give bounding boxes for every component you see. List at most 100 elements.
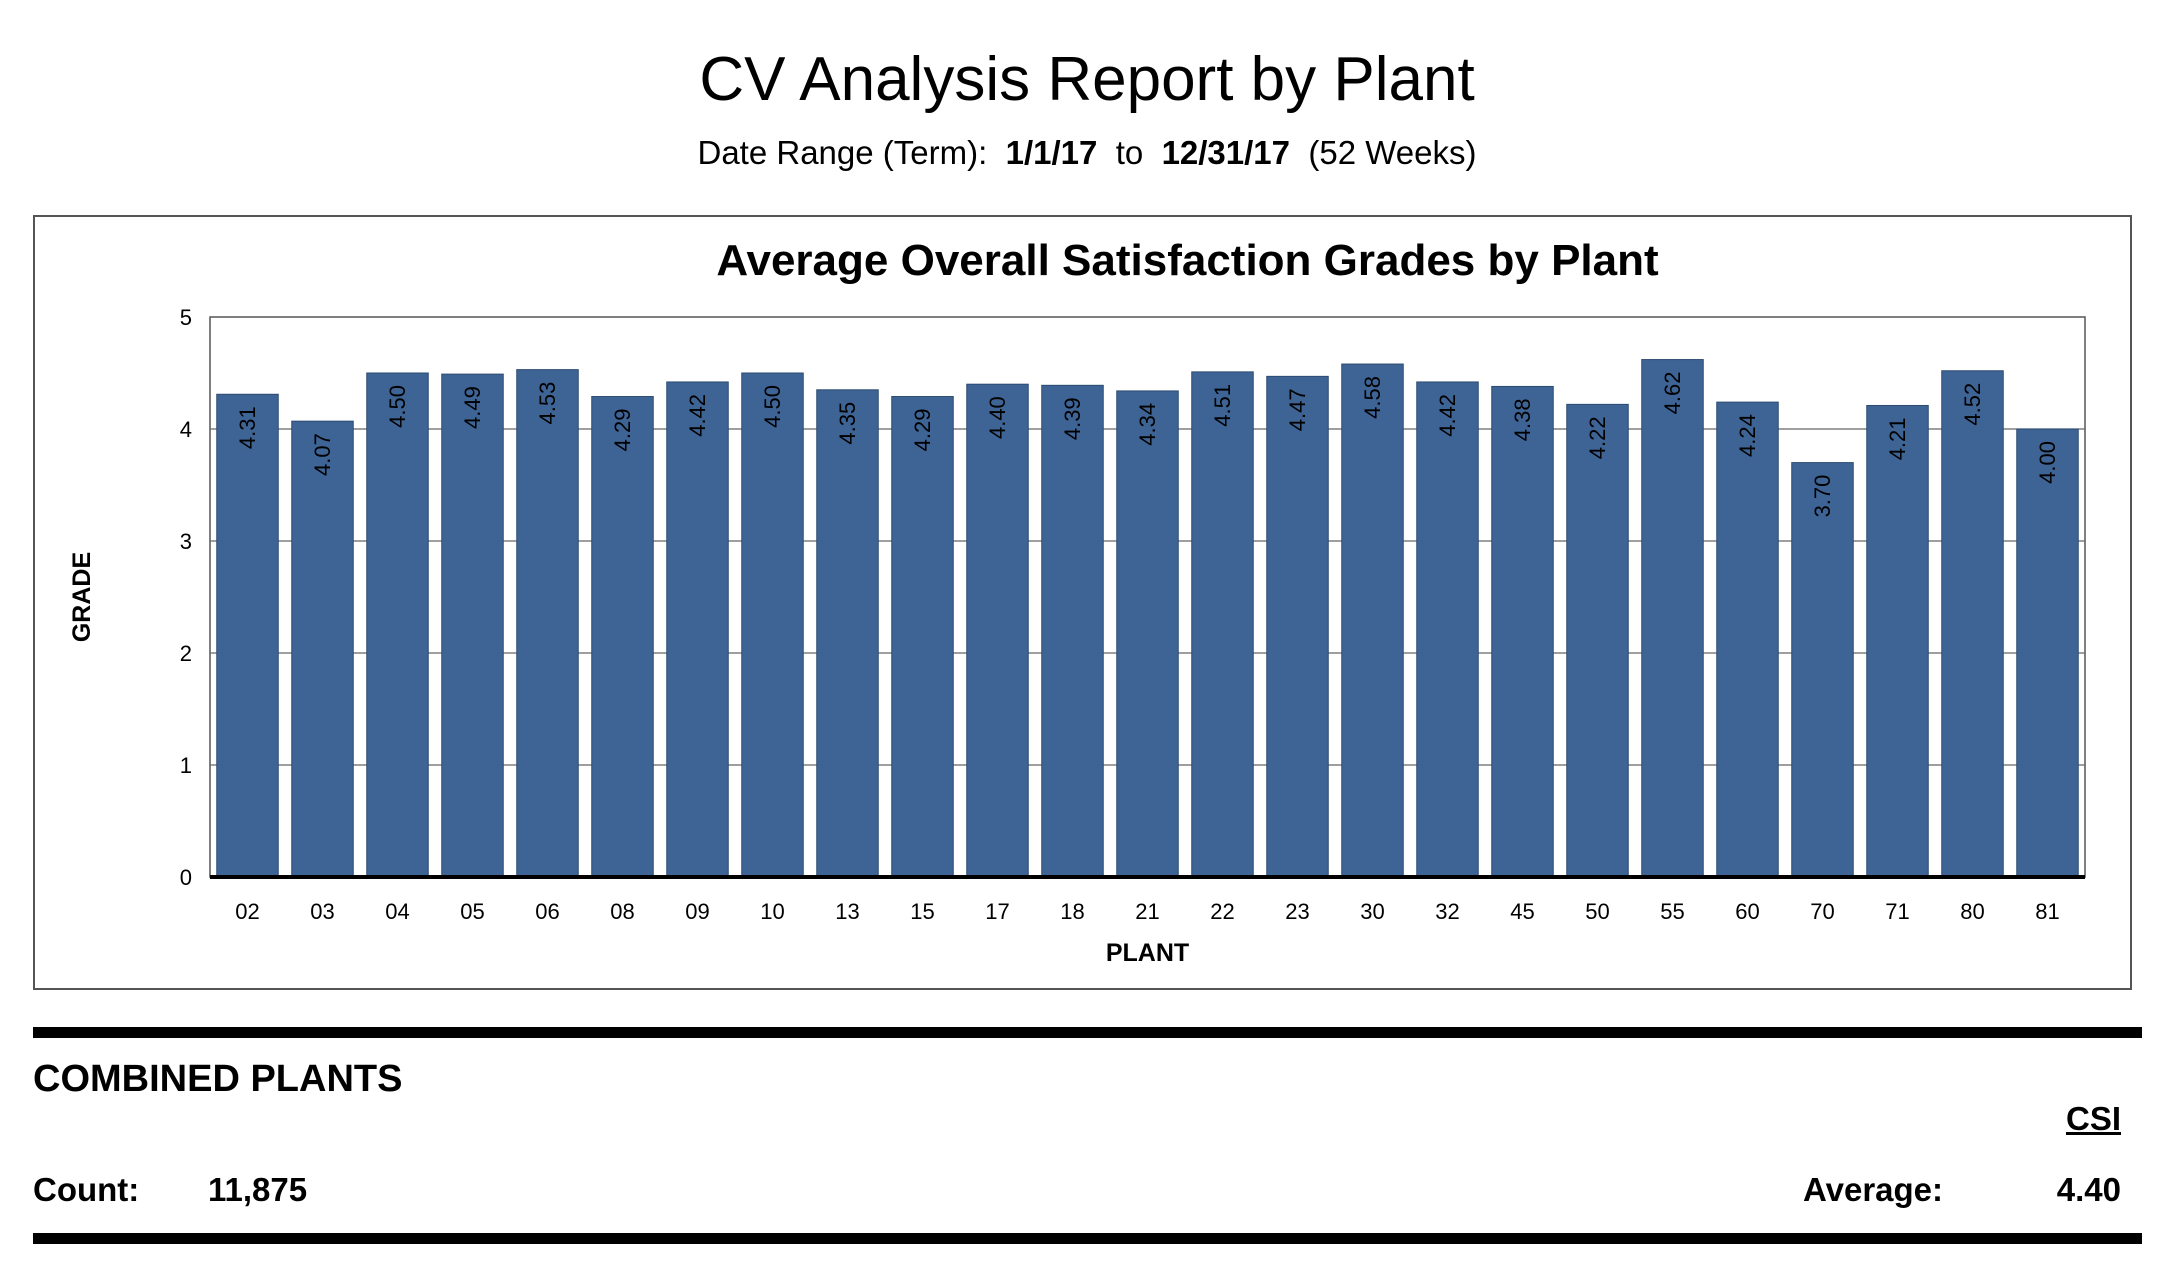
- bar-chart: Average Overall Satisfaction Grades by P…: [68, 236, 2086, 967]
- x-tick-label: 71: [1885, 899, 1909, 924]
- chart-title: Average Overall Satisfaction Grades by P…: [716, 236, 1659, 285]
- data-label: 4.29: [910, 409, 935, 452]
- bar: [1641, 359, 1704, 878]
- bar: [2016, 428, 2079, 878]
- bar: [291, 420, 354, 878]
- data-label: 4.50: [760, 385, 785, 428]
- weeks-label: (52 Weeks): [1308, 134, 1477, 171]
- x-tick-label: 08: [610, 899, 634, 924]
- data-label: 4.29: [610, 409, 635, 452]
- x-tick-label: 06: [535, 899, 559, 924]
- count-value: 11,875: [208, 1171, 308, 1208]
- x-tick-label: 50: [1585, 899, 1609, 924]
- data-label: 4.53: [535, 382, 560, 425]
- bar: [516, 369, 579, 878]
- x-tick-label: 05: [460, 899, 484, 924]
- y-tick-label: 0: [180, 865, 192, 890]
- data-label: 4.40: [985, 396, 1010, 439]
- data-label: 4.39: [1060, 397, 1085, 440]
- bar: [741, 372, 804, 878]
- data-label: 4.51: [1210, 384, 1235, 427]
- x-tick-label: 13: [835, 899, 859, 924]
- x-axis-title: PLANT: [1106, 939, 1189, 967]
- x-tick-label: 15: [910, 899, 934, 924]
- x-tick-label: 03: [310, 899, 334, 924]
- data-label: 4.49: [460, 386, 485, 429]
- bar: [816, 389, 879, 878]
- data-label: 4.47: [1285, 388, 1310, 431]
- x-tick-label: 32: [1435, 899, 1459, 924]
- bar: [1791, 462, 1854, 878]
- x-tick-label: 70: [1810, 899, 1834, 924]
- data-label: 3.70: [1810, 475, 1835, 518]
- bar: [216, 393, 279, 878]
- data-label: 4.31: [235, 406, 260, 449]
- data-label: 4.62: [1660, 372, 1685, 415]
- x-tick-label: 30: [1360, 899, 1384, 924]
- bar: [666, 381, 729, 878]
- bar: [891, 396, 954, 878]
- y-tick-label: 3: [180, 529, 192, 554]
- x-tick-label: 17: [985, 899, 1009, 924]
- bar: [1341, 363, 1404, 878]
- average-value: 4.40: [2056, 1171, 2121, 1208]
- summary-title: COMBINED PLANTS: [33, 1058, 403, 1100]
- bar: [1266, 375, 1329, 878]
- x-tick-label: 04: [385, 899, 409, 924]
- x-tick-label: 81: [2035, 899, 2059, 924]
- x-tick-label: 09: [685, 899, 709, 924]
- chart-frame: Average Overall Satisfaction Grades by P…: [33, 215, 2132, 990]
- data-label: 4.22: [1585, 416, 1610, 459]
- x-tick-label: 02: [235, 899, 259, 924]
- x-tick-label: 45: [1510, 899, 1534, 924]
- bar: [1416, 381, 1479, 878]
- x-tick-label: 60: [1735, 899, 1759, 924]
- to-label: to: [1115, 134, 1144, 171]
- bar: [591, 396, 654, 878]
- bar: [1041, 384, 1104, 878]
- bar: [1866, 404, 1929, 878]
- bar: [1716, 401, 1779, 878]
- date-range-label: Date Range (Term):: [697, 134, 988, 171]
- data-label: 4.50: [385, 385, 410, 428]
- data-label: 4.07: [310, 433, 335, 476]
- y-tick-label: 2: [180, 641, 192, 666]
- bar: [1491, 385, 1554, 878]
- data-label: 4.38: [1510, 398, 1535, 441]
- data-label: 4.42: [1435, 394, 1460, 437]
- data-label: 4.00: [2035, 441, 2060, 484]
- data-label: 4.35: [835, 402, 860, 445]
- data-label: 4.34: [1135, 403, 1160, 446]
- x-tick-label: 10: [760, 899, 784, 924]
- bar: [366, 372, 429, 878]
- bar: [966, 383, 1029, 878]
- bar: [1116, 390, 1179, 878]
- start-date: 1/1/17: [1005, 134, 1098, 171]
- date-range: Date Range (Term): 1/1/17 to 12/31/17 (5…: [0, 134, 2174, 172]
- y-axis-title: GRADE: [68, 552, 96, 642]
- summary-top-rule: [33, 1027, 2142, 1038]
- data-label: 4.42: [685, 394, 710, 437]
- summary-bottom-rule: [33, 1233, 2142, 1244]
- data-label: 4.24: [1735, 414, 1760, 457]
- x-tick-label: 23: [1285, 899, 1309, 924]
- x-tick-label: 21: [1135, 899, 1159, 924]
- bar: [1191, 371, 1254, 878]
- x-tick-label: 55: [1660, 899, 1684, 924]
- x-tick-label: 80: [1960, 899, 1984, 924]
- x-tick-label: 22: [1210, 899, 1234, 924]
- average-label: Average:: [1803, 1171, 1944, 1208]
- count-label: Count:: [33, 1171, 140, 1208]
- y-tick-label: 4: [180, 417, 192, 442]
- csi-label: CSI: [2065, 1100, 2121, 1137]
- data-label: 4.52: [1960, 383, 1985, 426]
- y-tick-label: 5: [180, 305, 192, 330]
- bar: [1941, 370, 2004, 878]
- report-title: CV Analysis Report by Plant: [699, 45, 1475, 114]
- data-label: 4.58: [1360, 376, 1385, 419]
- bar: [441, 373, 504, 878]
- bar: [1566, 403, 1629, 878]
- y-tick-label: 1: [180, 753, 192, 778]
- end-date: 12/31/17: [1161, 134, 1291, 171]
- x-tick-label: 18: [1060, 899, 1084, 924]
